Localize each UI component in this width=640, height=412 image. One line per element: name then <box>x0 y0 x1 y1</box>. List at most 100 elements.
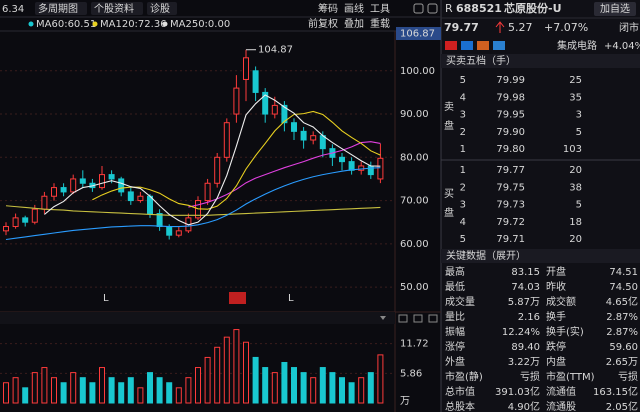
volume-bar <box>319 367 326 404</box>
candle-body <box>300 130 307 141</box>
candle-body <box>60 187 67 193</box>
price-change: 5.27 <box>508 21 533 34</box>
key-value: 4.90亿 <box>508 400 540 412</box>
price-change-pct: +7.07% <box>544 21 588 34</box>
key-label: 总股本 <box>445 400 475 412</box>
volume-bar <box>310 377 317 404</box>
book-qty: 20 <box>569 234 582 245</box>
tab-button[interactable] <box>147 2 177 15</box>
key-label: 跌停 <box>546 340 566 353</box>
key-value: 163.15亿 <box>593 385 638 398</box>
key-value: 5.87万 <box>508 297 540 308</box>
candle-body <box>127 191 134 202</box>
icon[interactable] <box>413 3 424 14</box>
level: 1 <box>460 144 466 155</box>
book-qty: 103 <box>563 144 582 155</box>
candle-body <box>175 230 182 236</box>
volume-bar <box>377 354 384 404</box>
section-header <box>441 54 640 68</box>
chart-option[interactable]: 前复权 <box>308 17 338 30</box>
ma120-line <box>5 205 381 216</box>
volume-bar <box>339 377 345 404</box>
stock-code: 688521 <box>456 2 502 15</box>
book-qty: 3 <box>576 110 582 121</box>
key-label: 总市值 <box>445 385 475 398</box>
sector-change: +4.04% <box>604 41 640 52</box>
chart-option[interactable]: 重载 <box>370 17 390 30</box>
key-value: 89.40 <box>511 342 540 353</box>
volume-bar <box>22 387 29 404</box>
add-watchlist-label[interactable]: 加自选 <box>600 2 630 15</box>
event-marker[interactable]: L <box>103 293 109 304</box>
key-label: 市盈(TTM) <box>546 370 595 383</box>
candle-body <box>271 104 278 115</box>
tab-label[interactable]: 个股资料 <box>94 2 134 15</box>
badge-icon <box>493 41 505 50</box>
volume-bar <box>60 382 67 404</box>
volume-bar <box>166 382 173 404</box>
tab-label[interactable]: 诊股 <box>150 2 170 15</box>
badge-icon <box>461 41 473 50</box>
legend-value: 6.34 <box>2 4 24 15</box>
add-watchlist-button[interactable] <box>594 2 636 16</box>
tool-label[interactable]: 筹码 <box>318 2 338 15</box>
pane-icon[interactable] <box>380 316 386 320</box>
volume-bar <box>233 329 240 404</box>
key-label: 内盘 <box>546 355 566 368</box>
event-marker[interactable]: L <box>288 293 294 304</box>
icon[interactable] <box>427 3 438 14</box>
event-icon[interactable] <box>229 292 246 304</box>
candle-body <box>31 208 38 223</box>
legend-dot <box>162 21 168 27</box>
book-qty: 25 <box>569 75 582 86</box>
level: 2 <box>460 127 466 138</box>
volume-bar <box>243 341 249 404</box>
tab-label[interactable]: 多周期图 <box>38 2 78 15</box>
chart-option[interactable]: 叠加 <box>344 18 364 30</box>
toolbar <box>413 3 438 14</box>
candle-body <box>319 135 326 150</box>
pane-icon[interactable] <box>413 314 423 323</box>
section-title[interactable]: 关键数据（展开） <box>446 249 526 262</box>
tool-label[interactable]: 工具 <box>370 3 390 15</box>
book-price: 79.99 <box>496 75 525 86</box>
flag-icon <box>445 41 457 50</box>
volume-bar <box>271 372 278 404</box>
book-qty: 20 <box>569 165 582 176</box>
level: 4 <box>460 92 466 103</box>
candle-body <box>204 182 211 202</box>
book-price: 79.90 <box>496 127 525 138</box>
sector-name[interactable]: 集成电路 <box>557 39 597 52</box>
pane-icon[interactable] <box>428 314 438 323</box>
volume-bar <box>89 382 96 404</box>
key-value: 391.03亿 <box>495 385 540 398</box>
candle-body <box>310 135 317 141</box>
candle-body <box>137 195 144 202</box>
volume-bar <box>348 382 355 404</box>
key-label: 涨停 <box>445 340 465 353</box>
pane-icon[interactable] <box>398 314 408 323</box>
candle-body <box>233 87 240 115</box>
side-label: 买 <box>444 188 454 200</box>
volume-bar <box>175 387 182 404</box>
tab-button[interactable] <box>91 2 143 15</box>
candle-body <box>377 157 384 180</box>
volume-bar <box>41 367 48 404</box>
tab-button[interactable] <box>35 2 87 15</box>
volume-bar <box>108 377 115 404</box>
key-label: 换手(实) <box>546 325 584 338</box>
tool-label[interactable]: 画线 <box>344 2 364 15</box>
candle-body <box>252 70 259 93</box>
key-value: 12.24% <box>502 327 540 338</box>
candle-body <box>166 226 173 236</box>
key-label: 成交量 <box>445 295 475 308</box>
book-price: 79.77 <box>496 165 525 176</box>
key-value: 亏损 <box>618 370 638 383</box>
level: 1 <box>460 165 466 176</box>
candle-body <box>291 122 297 132</box>
key-value: 2.87% <box>606 327 638 338</box>
level: 5 <box>460 75 466 86</box>
volume-bar <box>3 382 9 404</box>
y-tick-label: 70.00 <box>400 196 429 207</box>
y-tick-label: 60.00 <box>400 239 429 250</box>
